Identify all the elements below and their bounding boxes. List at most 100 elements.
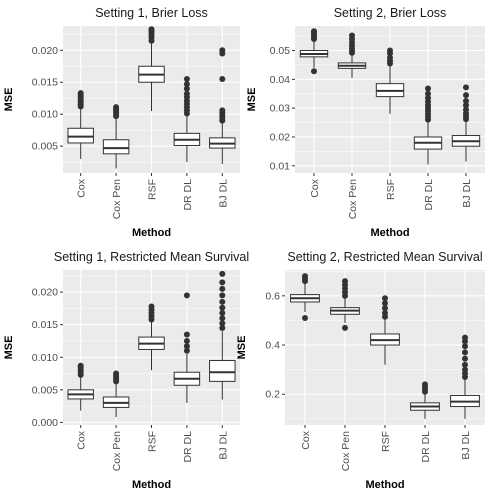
- chart-panel-3: 0.000 0.005 0.010 0.015 0.020 Cox Cox Pen RSF DR…: [3, 250, 249, 490]
- box-bj-dl: [209, 47, 236, 165]
- box-cox: [67, 362, 94, 411]
- x-tick-label: Cox Pen: [340, 431, 352, 471]
- outlier-point: [387, 54, 393, 61]
- outlier-point: [113, 370, 120, 377]
- iqr-box: [102, 139, 130, 155]
- outlier-point: [219, 292, 226, 299]
- outlier-point: [219, 279, 226, 286]
- y-axis-label: MSE: [3, 336, 15, 360]
- outlier-point: [387, 47, 393, 54]
- outlier-point: [463, 106, 469, 113]
- outlier-point: [219, 285, 226, 292]
- box-dr-dl: [173, 76, 201, 163]
- outlier-point: [183, 292, 190, 299]
- x-tick-label: BJ DL: [217, 179, 229, 208]
- y-tick-label: 0.05: [270, 45, 291, 57]
- outlier-point: [463, 92, 469, 99]
- outlier-point: [77, 90, 84, 97]
- outlier-point: [422, 381, 428, 388]
- outlier-point: [219, 320, 226, 327]
- chart-panel-1: 0.005 0.010 0.015 0.020 Cox Cox Pen RSF DR DL BJ…: [3, 6, 240, 239]
- y-tick-label: 0.01: [270, 160, 291, 172]
- panel-title: Setting 1, Restricted Mean Survival: [54, 250, 249, 264]
- outlier-point: [183, 343, 190, 350]
- box-cox: [299, 28, 329, 75]
- outlier-point: [462, 361, 468, 368]
- outlier-point: [302, 273, 308, 280]
- x-tick-label: BJ DL: [460, 431, 472, 460]
- y-tick-label: 0.010: [32, 352, 58, 364]
- outlier-point: [462, 334, 468, 341]
- outlier-point: [183, 76, 190, 83]
- outlier-point: [311, 28, 317, 35]
- outlier-point: [148, 26, 155, 33]
- outlier-point: [183, 85, 190, 92]
- iqr-box: [209, 360, 236, 382]
- y-tick-label: 0.015: [32, 319, 58, 331]
- box-rsf: [138, 26, 165, 112]
- outlier-point: [113, 104, 120, 111]
- outlier-point: [463, 97, 469, 104]
- outlier-point: [382, 310, 388, 317]
- outlier-point: [219, 315, 226, 322]
- y-tick-label: 0.010: [32, 109, 58, 121]
- x-tick-label: BJ DL: [461, 179, 473, 208]
- outlier-point: [219, 76, 226, 83]
- x-tick-label: Cox: [76, 430, 88, 449]
- outlier-point: [311, 68, 317, 75]
- outlier-point: [148, 303, 155, 310]
- outlier-point: [425, 85, 431, 92]
- x-tick-label: Cox Pen: [347, 179, 359, 219]
- outlier-point: [342, 324, 348, 331]
- box-cox-pen: [102, 370, 130, 418]
- x-axis-label: Method: [370, 227, 409, 239]
- outlier-point: [463, 102, 469, 109]
- y-axis-label: MSE: [246, 88, 258, 112]
- outlier-point: [342, 278, 348, 285]
- y-axis-label: MSE: [236, 336, 248, 360]
- outlier-point: [462, 355, 468, 362]
- x-tick-label: DR DL: [423, 179, 435, 211]
- panel-title: Setting 2, Restricted Mean Survival: [287, 250, 482, 264]
- box-bj-dl: [209, 270, 236, 400]
- x-tick-label: BJ DL: [217, 431, 229, 460]
- y-tick-label: 0.04: [270, 74, 291, 86]
- box-bj-dl: [450, 334, 480, 419]
- box-rsf: [375, 47, 405, 114]
- y-tick-label: 0.000: [32, 417, 58, 429]
- box-cox: [290, 273, 320, 321]
- x-tick-label: DR DL: [182, 431, 194, 463]
- outlier-point: [462, 366, 468, 373]
- y-tick-label: 0.020: [32, 287, 58, 299]
- outlier-point: [462, 343, 468, 350]
- outlier-point: [463, 84, 469, 91]
- outlier-point: [382, 300, 388, 307]
- y-tick-label: 0.005: [32, 384, 58, 396]
- y-tick-label: 0.03: [270, 103, 291, 115]
- box-bj-dl: [451, 84, 481, 162]
- outlier-point: [183, 347, 190, 354]
- outlier-point: [183, 337, 190, 344]
- box-rsf: [370, 295, 400, 365]
- x-tick-label: DR DL: [182, 179, 194, 211]
- outlier-point: [219, 47, 226, 54]
- chart-panel-4: 0.2 0.4 0.6 Cox Cox Pen RSF DR DL BJ DL Setting …: [236, 250, 485, 490]
- y-tick-label: 0.015: [32, 77, 58, 89]
- box-cox-pen: [102, 104, 130, 169]
- outlier-point: [219, 304, 226, 311]
- outlier-point: [219, 309, 226, 316]
- x-tick-label: Cox Pen: [111, 431, 123, 471]
- y-tick-label: 0.005: [32, 141, 58, 153]
- outlier-point: [382, 305, 388, 312]
- y-axis-label: MSE: [3, 88, 15, 112]
- x-tick-label: Cox: [309, 178, 321, 197]
- x-tick-label: DR DL: [420, 431, 432, 463]
- y-tick-label: 0.020: [32, 45, 58, 57]
- x-tick-label: RSF: [147, 431, 159, 452]
- outlier-point: [219, 298, 226, 305]
- outlier-point: [77, 362, 84, 369]
- outlier-point: [219, 324, 226, 331]
- box-cox-pen: [330, 278, 360, 331]
- outlier-point: [302, 314, 308, 321]
- box-cox: [67, 90, 94, 159]
